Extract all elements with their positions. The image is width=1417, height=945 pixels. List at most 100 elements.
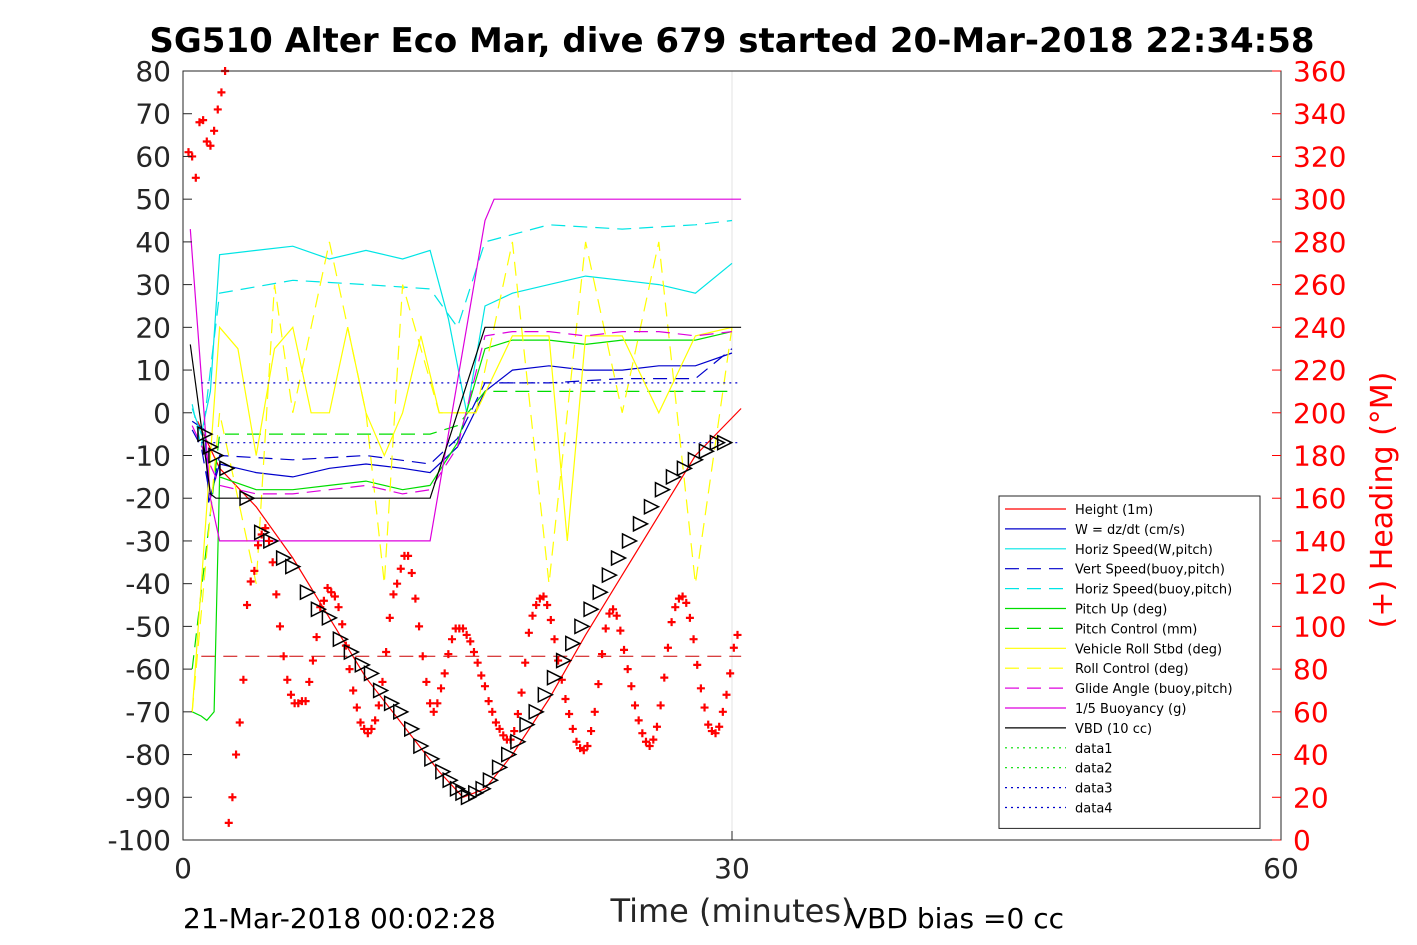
left-tick-label: -30 (125, 525, 171, 558)
legend-entry: Vehicle Roll Stbd (deg) (1075, 642, 1222, 657)
heading-point (543, 601, 552, 610)
heading-point (491, 718, 500, 727)
pitch-marker (393, 703, 410, 721)
right-tick-label: 40 (1293, 739, 1329, 772)
series-line-0 (197, 408, 742, 799)
legend-entry: data2 (1075, 762, 1113, 777)
right-tick-label: 100 (1293, 610, 1346, 643)
heading-point (349, 686, 358, 695)
heading-point (480, 682, 489, 691)
heading-point (374, 701, 383, 710)
right-tick-label: 200 (1293, 397, 1346, 430)
heading-point (411, 594, 420, 603)
left-tick-label: -60 (125, 653, 171, 686)
heading-point (415, 622, 424, 631)
heading-point (722, 690, 731, 699)
heading-point (301, 697, 310, 706)
heading-point (210, 126, 219, 135)
heading-point (711, 729, 720, 738)
heading-point (513, 709, 522, 718)
pitch-marker (665, 468, 683, 486)
heading-point (565, 709, 574, 718)
heading-point (715, 722, 724, 731)
legend-entry: Glide Angle (buoy,pitch) (1075, 682, 1233, 697)
heading-point (623, 665, 632, 674)
heading-point (729, 643, 738, 652)
heading-point (308, 656, 317, 665)
heading-point (243, 601, 252, 610)
legend-entry: data3 (1075, 782, 1113, 797)
heading-point (440, 669, 449, 678)
footer-vbd-bias: VBD bias =0 cc (848, 902, 1064, 935)
heading-point (283, 675, 292, 684)
heading-point (462, 630, 471, 639)
pitch-marker (219, 460, 236, 477)
pitch-marker (202, 438, 220, 456)
pitch-marker (372, 682, 390, 699)
heading-point (700, 703, 709, 712)
heading-point (338, 620, 347, 629)
pitch-marker (197, 425, 214, 443)
series-line-8 (191, 241, 733, 712)
heading-point (389, 590, 398, 599)
heading-point (598, 650, 607, 659)
pitch-marker (310, 601, 328, 618)
heading-point (250, 566, 259, 575)
heading-point (583, 742, 592, 751)
pitch-marker (519, 716, 536, 733)
right-tick-label: 140 (1293, 525, 1346, 558)
heading-point (660, 673, 669, 682)
heading-point (620, 645, 629, 654)
left-tick-label: 50 (135, 183, 171, 216)
pitch-marker (583, 601, 600, 618)
heading-point (733, 630, 742, 639)
heading-point (546, 615, 555, 624)
series-line-2 (191, 245, 733, 437)
heading-point (360, 724, 369, 733)
heading-point (246, 577, 255, 586)
legend-entry: Pitch Control (mm) (1075, 622, 1197, 637)
left-tick-label: -40 (125, 568, 171, 601)
legend-entry: Vert Speed(buoy,pitch) (1075, 563, 1225, 578)
x-tick-label: 60 (1263, 852, 1299, 885)
series-line-9 (191, 331, 733, 495)
pitch-marker (253, 524, 271, 541)
footer-timestamp: 21-Mar-2018 00:02:28 (183, 902, 496, 935)
pitch-marker (676, 460, 694, 477)
heading-point (631, 701, 640, 710)
heading-point (572, 737, 581, 746)
pitch-marker (565, 635, 582, 652)
pitch-marker (275, 549, 293, 567)
heading-point (334, 603, 343, 612)
pitch-marker (555, 652, 573, 669)
left-tick-label: 10 (135, 354, 171, 387)
heading-point (356, 718, 365, 727)
heading-point (437, 684, 446, 693)
heading-point (649, 735, 658, 744)
heading-point (477, 671, 486, 680)
right-tick-label: 0 (1293, 824, 1311, 857)
heading-point (656, 701, 665, 710)
heading-point (678, 592, 687, 601)
heading-point (458, 624, 467, 633)
heading-point (422, 677, 431, 686)
legend-entry: data1 (1075, 742, 1113, 757)
heading-point (202, 137, 211, 146)
heading-point (473, 658, 482, 667)
heading-point (539, 592, 548, 601)
legend: Height (1m) W = dz/dt (cm/s) Horiz Speed(W… (998, 495, 1261, 829)
heading-point (726, 669, 735, 678)
x-tick-label: 30 (714, 852, 750, 885)
right-tick-label: 360 (1293, 55, 1346, 88)
heading-point (426, 699, 435, 708)
heading-point (627, 682, 636, 691)
heading-point (217, 88, 226, 97)
heading-point (206, 141, 215, 150)
pitch-marker (424, 750, 441, 768)
pitch-marker (263, 532, 280, 550)
pitch-marker (383, 695, 401, 712)
heading-point (312, 633, 321, 642)
legend-entry: 1/5 Buoyancy (g) (1075, 702, 1186, 717)
heading-point (682, 598, 691, 607)
right-tick-label: 280 (1293, 226, 1346, 259)
